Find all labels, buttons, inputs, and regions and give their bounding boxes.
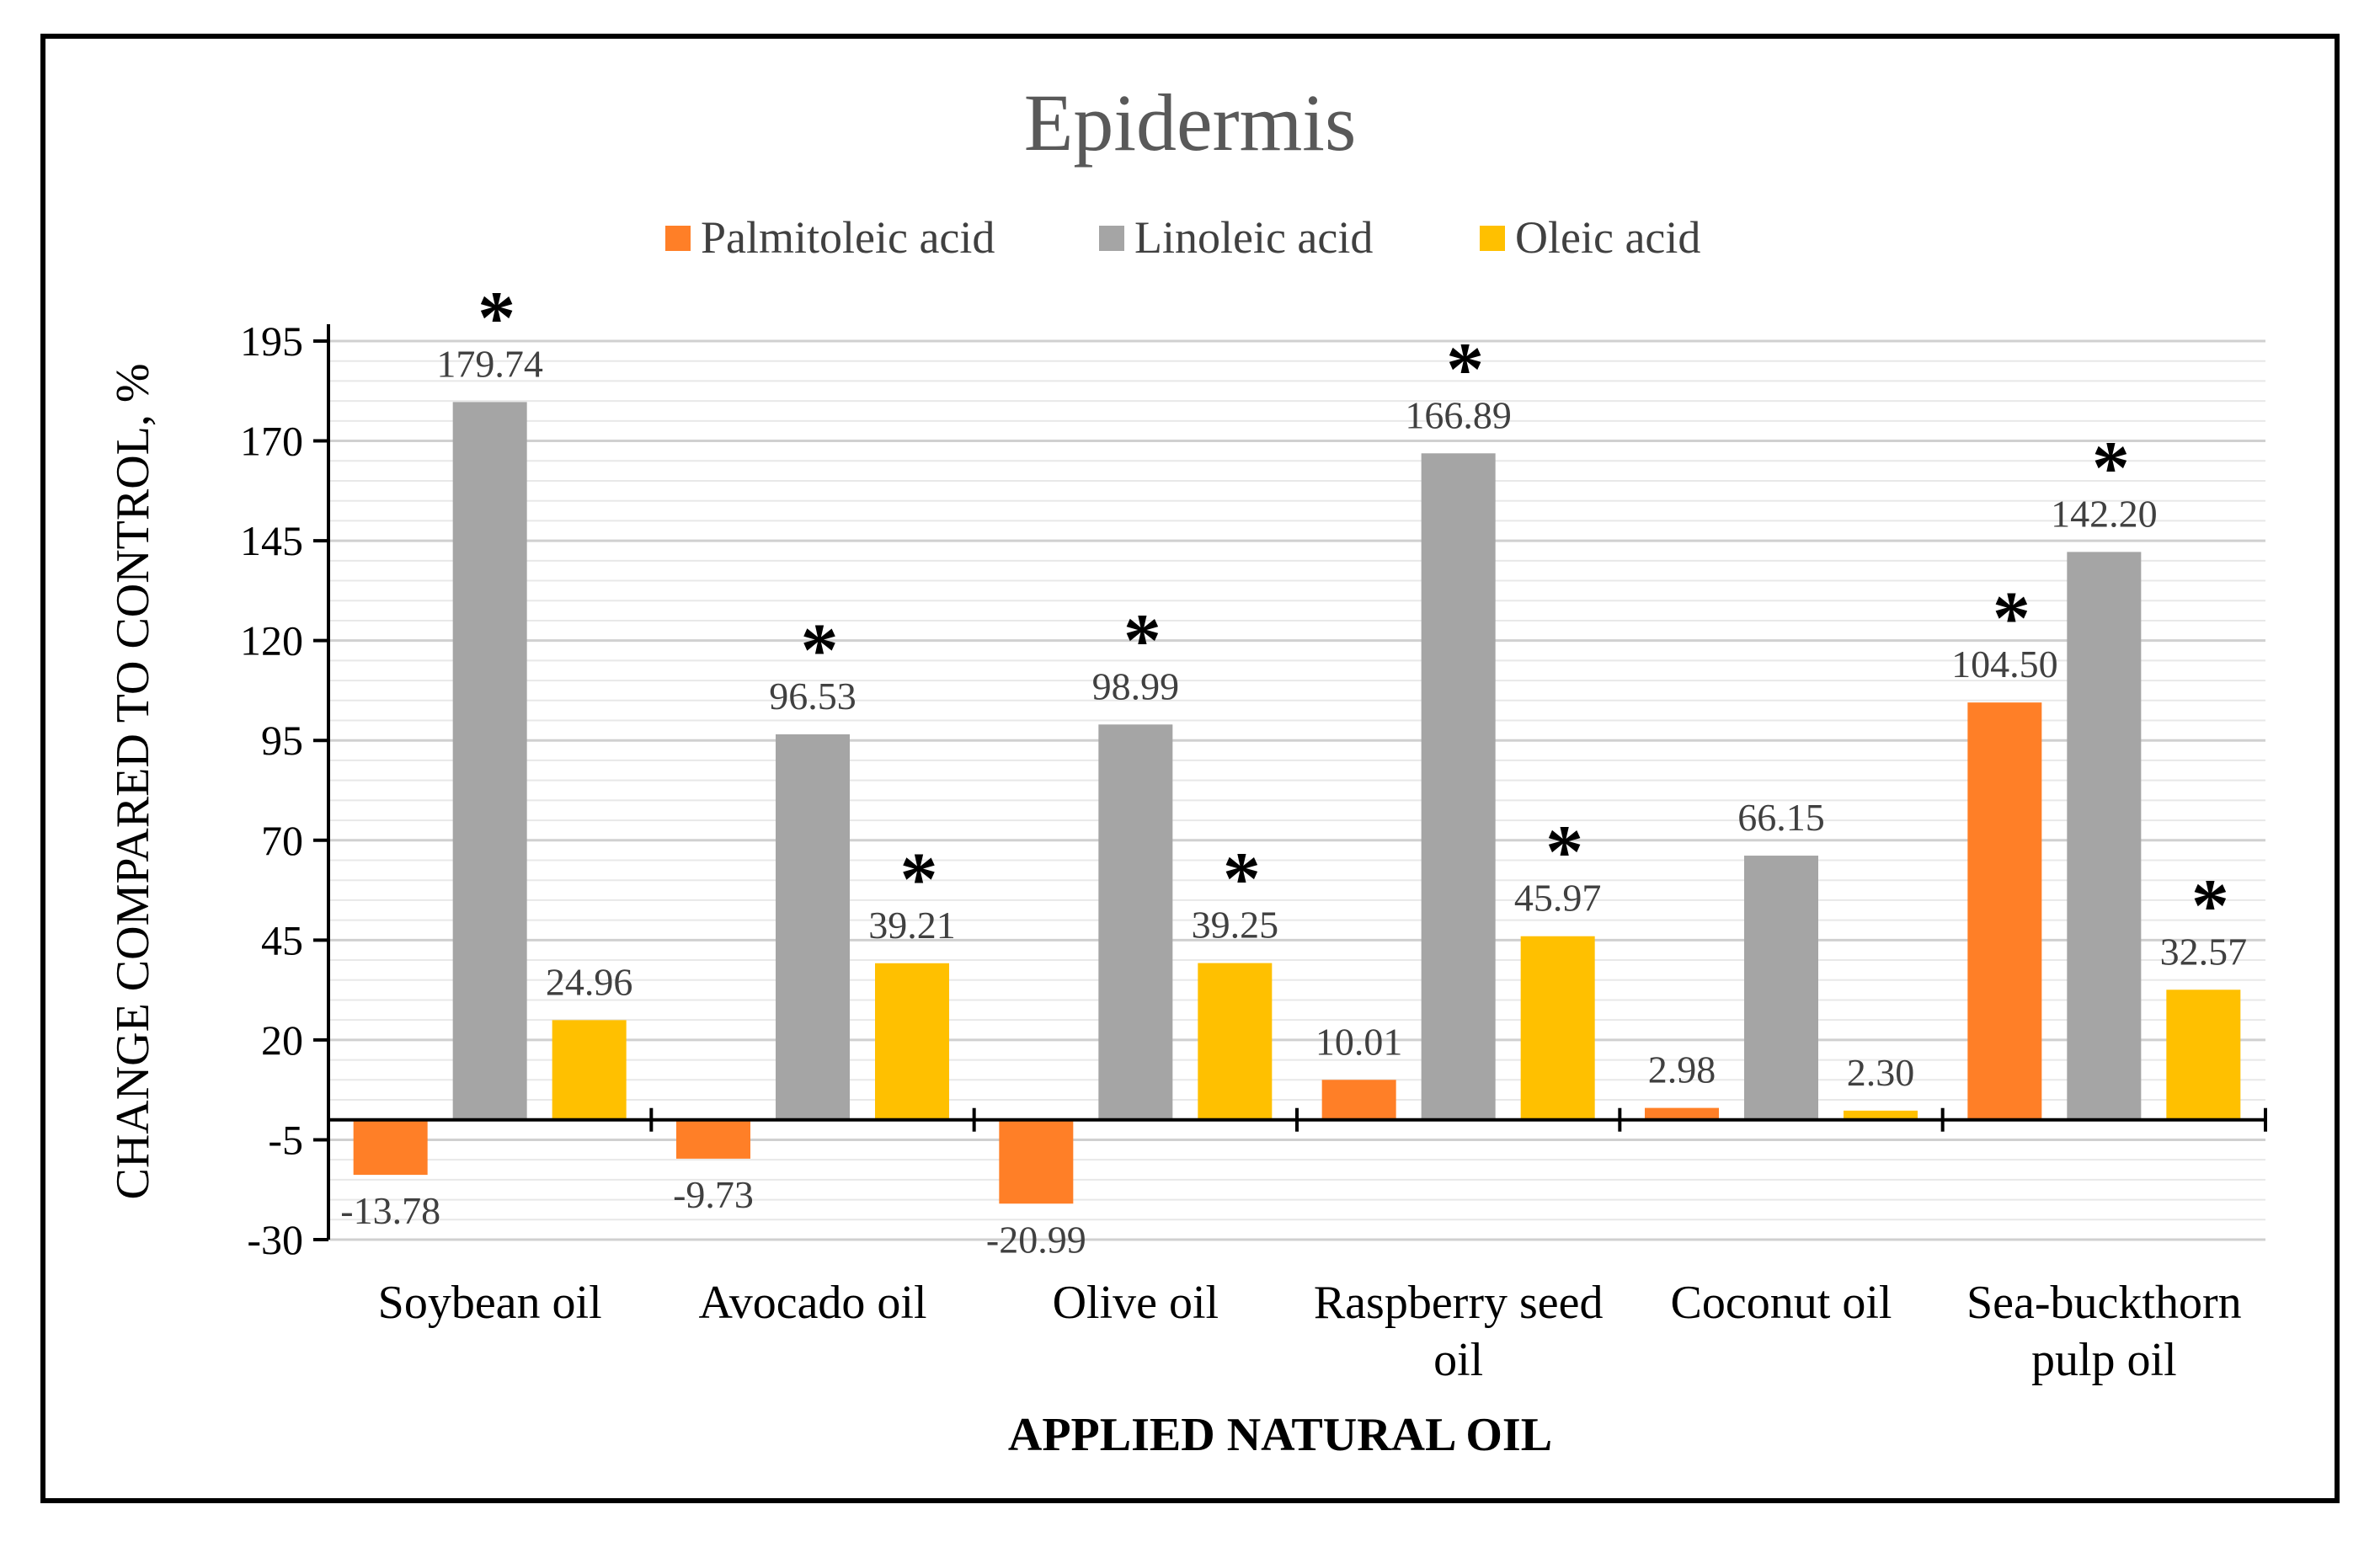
significance-star: *: [2191, 864, 2229, 947]
bar-oleic-acid: [552, 1020, 627, 1120]
bar-oleic-acid: [1198, 963, 1273, 1120]
y-tick-label: 195: [240, 317, 303, 365]
y-tick-label: -5: [268, 1116, 303, 1163]
legend-swatch: [1480, 226, 1505, 251]
bar-palmitoleic-acid: [1645, 1107, 1719, 1120]
bar-palmitoleic-acid: [676, 1119, 750, 1159]
data-label: 45.97: [1514, 877, 1602, 920]
x-tick-labels: Soybean oil Avocado oil Olive oil Raspberry…: [378, 1277, 2242, 1386]
data-label: 166.89: [1405, 393, 1512, 436]
x-tick-label: Sea-buckthorn pulp oil: [1966, 1277, 2242, 1386]
y-tick-label: 70: [261, 817, 303, 864]
significance-star: *: [478, 276, 515, 360]
significance-star: *: [2092, 426, 2130, 509]
data-label: 96.53: [769, 675, 856, 717]
y-tick-label: 45: [261, 916, 303, 963]
legend-swatch: [665, 226, 691, 251]
significance-star: *: [1123, 599, 1161, 682]
y-tick-label: 145: [240, 517, 303, 564]
data-labels: -13.78 -9.73-20.9910.012.98104.50*179.74*…: [340, 276, 2247, 1261]
x-tick-label: Soybean oil: [378, 1277, 602, 1329]
axes: [313, 324, 2267, 1241]
bar-linoleic-acid: [452, 402, 527, 1120]
bar-linoleic-acid: [1098, 724, 1173, 1120]
data-label: 24.96: [546, 960, 633, 1003]
y-tick-label: 20: [261, 1016, 303, 1064]
x-tick-label: Olive oil: [1053, 1277, 1219, 1329]
data-label: 39.21: [868, 904, 956, 947]
x-tick-label: Raspberry seed oil: [1314, 1277, 1604, 1386]
x-tick-label: Coconut oil: [1671, 1277, 1892, 1329]
data-label: 2.98: [1648, 1048, 1716, 1091]
bar-oleic-acid: [875, 963, 949, 1120]
data-label: 66.15: [1737, 796, 1825, 839]
data-label: 104.50: [1951, 643, 2058, 685]
significance-star: *: [1446, 328, 1484, 411]
legend-label: Linoleic acid: [1134, 212, 1373, 263]
data-label: -9.73: [673, 1173, 754, 1216]
data-label: -20.99: [986, 1218, 1086, 1261]
bar-palmitoleic-acid: [1321, 1080, 1396, 1120]
bars: [353, 402, 2241, 1204]
data-label: 179.74: [436, 342, 543, 385]
bar-linoleic-acid: [776, 733, 850, 1120]
x-tick-label: Avocado oil: [698, 1277, 926, 1329]
y-tick-labels: 195 170 145 120 95 70 45 20 -5 -30: [240, 317, 303, 1263]
significance-star: *: [1545, 811, 1583, 894]
data-label: 2.30: [1847, 1051, 1915, 1094]
data-label: 98.99: [1092, 664, 1180, 707]
significance-star: *: [1223, 838, 1261, 921]
y-tick-label: 170: [240, 418, 303, 465]
y-axis-title: CHANGE COMPARED TO CONTROL, %: [107, 363, 159, 1199]
bar-palmitoleic-acid: [999, 1119, 1074, 1204]
y-tick-label: 120: [240, 617, 303, 664]
legend-label: Oleic acid: [1515, 212, 1700, 263]
legend: Palmitoleic acid Linoleic acid Oleic acid: [665, 212, 1700, 263]
bar-linoleic-acid: [2067, 552, 2142, 1120]
bar-oleic-acid: [1520, 936, 1595, 1120]
bar-linoleic-acid: [1744, 856, 1818, 1120]
data-label: 10.01: [1315, 1020, 1403, 1063]
significance-star: *: [900, 838, 938, 921]
bar-palmitoleic-acid: [353, 1119, 428, 1176]
data-label: 142.20: [2051, 492, 2158, 535]
bar-oleic-acid: [1844, 1110, 1918, 1120]
legend-label: Palmitoleic acid: [701, 212, 995, 263]
significance-star: *: [1993, 577, 2030, 660]
bar-oleic-acid: [2166, 990, 2241, 1120]
data-label: -13.78: [340, 1189, 440, 1232]
y-tick-label: -30: [247, 1216, 303, 1263]
legend-swatch: [1099, 226, 1124, 251]
chart-frame: [40, 34, 2340, 1503]
bar-linoleic-acid: [1421, 453, 1496, 1120]
bar-palmitoleic-acid: [1967, 702, 2042, 1120]
chart-title: Epidermis: [1024, 77, 1357, 168]
y-tick-label: 95: [261, 717, 303, 764]
x-axis-title: APPLIED NATURAL OIL: [1008, 1409, 1552, 1461]
data-label: 39.25: [1192, 904, 1279, 947]
significance-star: *: [801, 609, 839, 692]
data-label: 32.57: [2160, 930, 2248, 973]
